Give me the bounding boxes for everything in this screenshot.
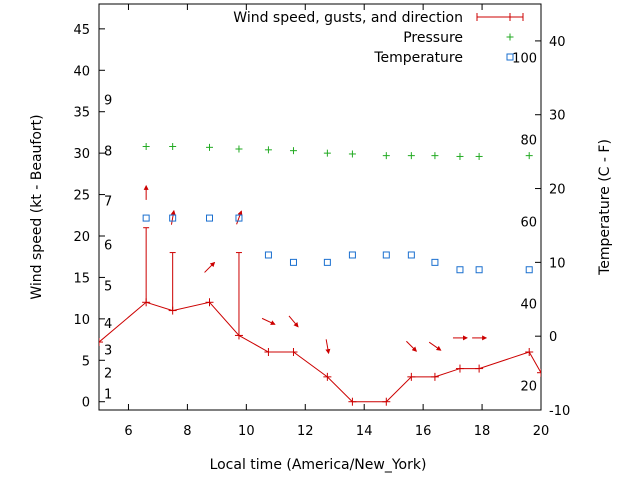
x-tick-label: 10 (238, 424, 255, 439)
y-left-tick-label: 40 (73, 64, 90, 79)
y-right-tick-label: 40 (549, 35, 566, 50)
y-right-tick-label: 30 (549, 109, 566, 124)
wind-direction-arrow (288, 315, 299, 328)
beaufort-label: 8 (104, 145, 112, 160)
y-left-tick-label: 20 (73, 230, 90, 245)
temperature-point (382, 251, 390, 259)
wind-direction-arrow (325, 339, 331, 355)
beaufort-label: 7 (104, 194, 112, 209)
temperature-point (264, 251, 272, 259)
y-right-tick-label: 20 (549, 183, 566, 198)
temperature-point (475, 266, 483, 274)
fahrenheit-label: 100 (512, 51, 537, 66)
beaufort-label: 9 (104, 93, 112, 108)
y-left-tick-label: 30 (73, 147, 90, 162)
temperature-point (456, 266, 464, 274)
x-tick-label: 16 (415, 424, 432, 439)
x-tick-label: 8 (183, 424, 191, 439)
beaufort-label: 2 (104, 367, 112, 382)
y-left-tick-label: 5 (82, 354, 90, 369)
y-right-tick-label: -10 (549, 404, 570, 419)
temperature-point (235, 214, 243, 222)
beaufort-label: 4 (104, 317, 112, 332)
y-right-tick-label: 0 (549, 330, 557, 345)
temperature-point (407, 251, 415, 259)
temperature-point (525, 266, 533, 274)
y-axis-left-title: Wind speed (kt - Beaufort) (29, 114, 45, 299)
plot-area (99, 143, 541, 406)
fahrenheit-label: 20 (520, 379, 537, 394)
wind-direction-arrow (170, 209, 176, 225)
temperature-point (142, 214, 150, 222)
x-tick-label: 20 (533, 424, 550, 439)
wind-direction-arrow (204, 261, 216, 273)
legend-temperature-sample (506, 53, 514, 61)
legend-label: Pressure (403, 30, 463, 46)
temperature-point (289, 258, 297, 266)
beaufort-label: 6 (104, 238, 112, 253)
y-right-tick-label: 10 (549, 256, 566, 271)
plot-frame (98, 3, 542, 411)
fahrenheit-label: 80 (520, 133, 537, 148)
y-left-tick-label: 0 (82, 396, 90, 411)
temperature-point (323, 258, 331, 266)
y-left-tick-label: 35 (73, 106, 90, 121)
fahrenheit-label: 60 (520, 215, 537, 230)
fahrenheit-label: 40 (520, 297, 537, 312)
temperature-point (169, 214, 177, 222)
y-left-tick-label: 45 (73, 23, 90, 38)
beaufort-label: 1 (104, 387, 112, 402)
x-tick-label: 18 (474, 424, 491, 439)
x-tick-label: 12 (297, 424, 314, 439)
x-tick-label: 14 (356, 424, 373, 439)
wind-direction-arrow (261, 317, 276, 325)
wind-direction-arrow (428, 341, 442, 351)
temperature-point (348, 251, 356, 259)
y-left-tick-label: 15 (73, 271, 90, 286)
y-axis-right-title: Temperature (C - F) (597, 139, 613, 276)
legend-label: Temperature (373, 50, 463, 66)
wind-direction-arrow (236, 210, 243, 225)
y-left-tick-label: 10 (73, 313, 90, 328)
y-left-tick-label: 25 (73, 189, 90, 204)
legend-label: Wind speed, gusts, and direction (233, 10, 463, 26)
wind-direction-arrow (406, 340, 418, 352)
temperature-point (206, 214, 213, 222)
temperature-point (431, 258, 439, 266)
beaufort-label: 5 (104, 280, 112, 295)
wind-speed-line (99, 301, 541, 403)
beaufort-label: 3 (104, 344, 112, 359)
x-tick-label: 6 (124, 424, 132, 439)
x-axis-title: Local time (America/New_York) (210, 457, 427, 473)
